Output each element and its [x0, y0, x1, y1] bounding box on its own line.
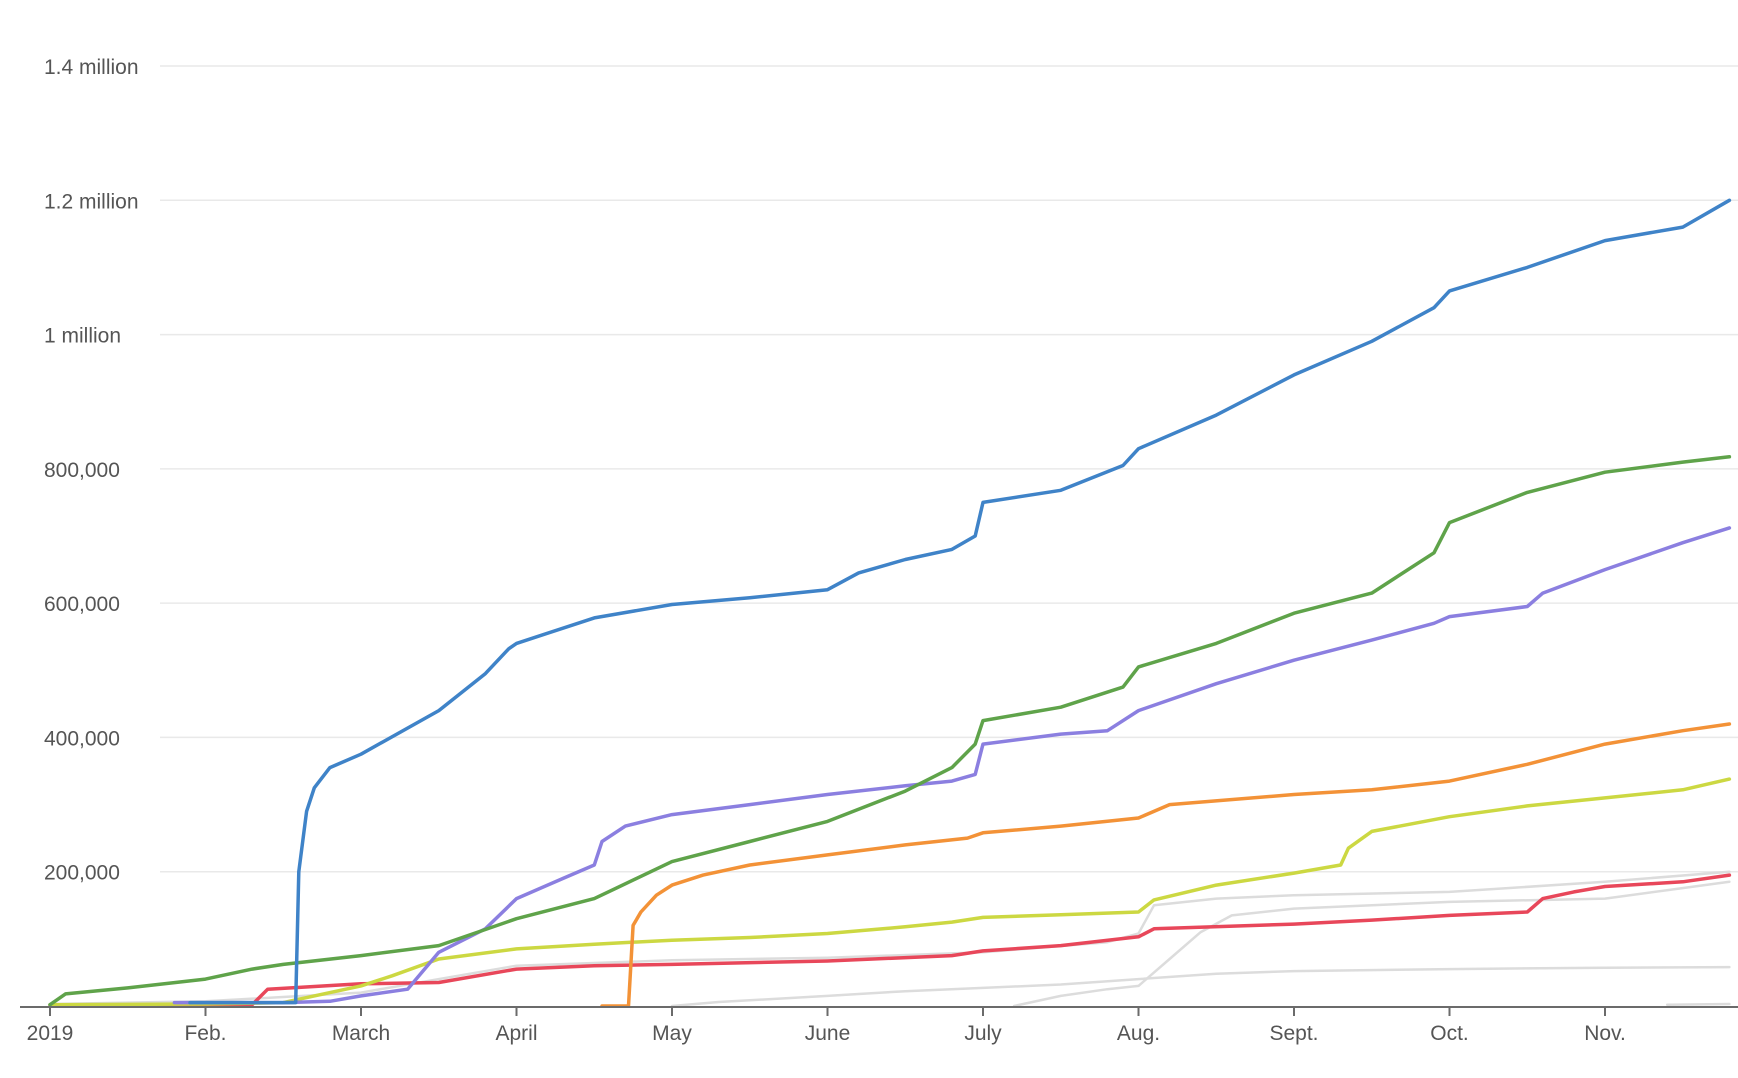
y-tick-label: 1.2 million [44, 190, 139, 213]
x-tick-label: Feb. [184, 1022, 226, 1045]
series-line-8 [48, 455, 1732, 1007]
series-line-6 [600, 722, 1732, 1008]
x-tick-label: Oct. [1430, 1022, 1469, 1045]
series-line-0 [670, 965, 1731, 1008]
x-tick-label: July [964, 1022, 1002, 1045]
y-tick-label: 600,000 [44, 593, 120, 616]
series-line-1 [1012, 880, 1731, 1008]
y-tick-label: 800,000 [44, 459, 120, 482]
y-tick-label: 400,000 [44, 727, 120, 750]
x-tick-label: May [652, 1022, 692, 1045]
series-line-9 [188, 198, 1732, 1005]
series-line-5 [48, 777, 1732, 1007]
y-tick-label: 200,000 [44, 862, 120, 885]
x-tick-label: Aug. [1117, 1022, 1160, 1045]
series-line-3 [1665, 1002, 1731, 1006]
x-tick-label: March [332, 1022, 390, 1045]
x-tick-label: June [805, 1022, 851, 1045]
x-tick-label: April [495, 1022, 537, 1045]
x-tick-label: 2019 [27, 1022, 74, 1045]
y-axis-tick-labels: 200,000 400,000 600,000 800,000 1 million 1.2… [44, 56, 139, 885]
y-tick-label: 1 million [44, 325, 121, 348]
gridlines [160, 65, 1738, 873]
series-line-4 [48, 873, 1732, 1008]
y-tick-label: 1.4 million [44, 56, 139, 79]
series-lines [48, 198, 1732, 1008]
series-line-2 [48, 870, 1731, 1006]
x-axis-tick-labels: 2019 Feb. March April May June July Aug. Sept. Oc… [27, 1007, 1626, 1045]
x-tick-label: Sept. [1269, 1022, 1318, 1045]
series-line-7 [172, 526, 1732, 1005]
x-tick-label: Nov. [1584, 1022, 1626, 1045]
